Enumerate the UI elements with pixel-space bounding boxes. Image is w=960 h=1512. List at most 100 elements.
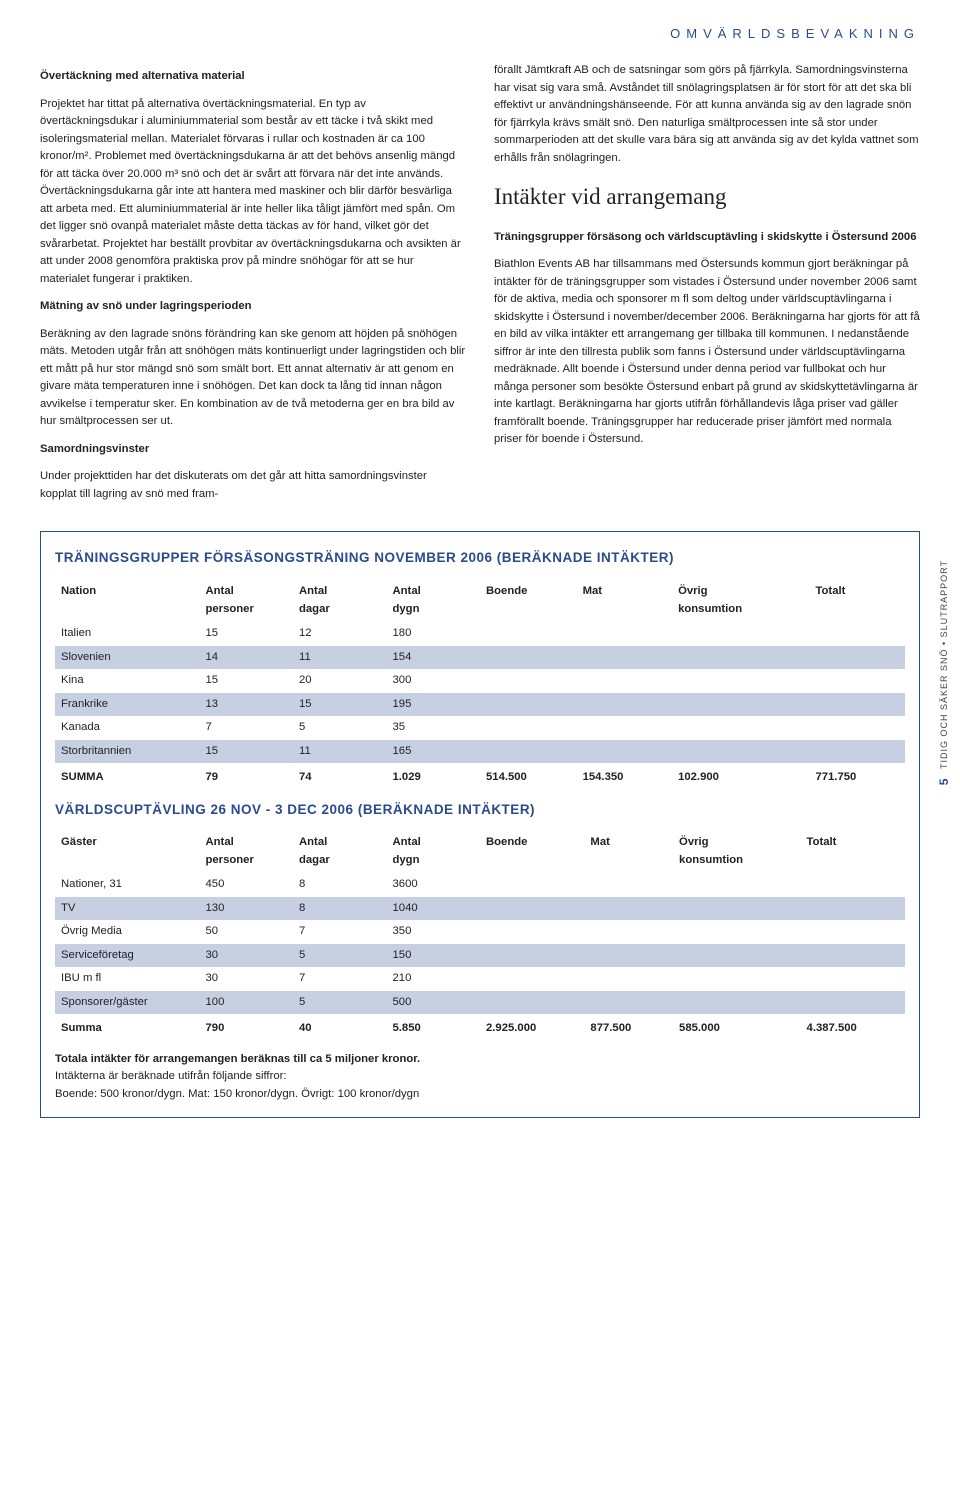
table-cell: 300 <box>387 669 481 693</box>
table-cell <box>584 967 673 991</box>
table-cell: 771.750 <box>809 763 905 790</box>
table-cell: 877.500 <box>584 1014 673 1041</box>
table-header: Mat <box>584 830 673 873</box>
table-cell <box>480 646 577 670</box>
table-header: Nation <box>55 579 200 622</box>
table-header: Övrigkonsumtion <box>672 579 809 622</box>
table-cell: 7 <box>200 716 294 740</box>
table-row: Serviceföretag305150 <box>55 944 905 968</box>
table-cell: Nationer, 31 <box>55 873 200 897</box>
table1-title: TRÄNINGSGRUPPER FÖRSÄSONGSTRÄNING NOVEMB… <box>55 548 905 569</box>
table-row: Storbritannien1511165 <box>55 740 905 764</box>
left-heading-3: Samordningsvinster <box>40 441 466 459</box>
table-cell: 1.029 <box>387 763 481 790</box>
tables-box: TRÄNINGSGRUPPER FÖRSÄSONGSTRÄNING NOVEMB… <box>40 531 920 1118</box>
table-cell: 4.387.500 <box>801 1014 905 1041</box>
table-cell <box>673 897 800 921</box>
table-cell: 30 <box>200 944 294 968</box>
table-cell: 150 <box>387 944 481 968</box>
table-header: Antaldygn <box>387 830 481 873</box>
table-cell: 350 <box>387 920 481 944</box>
table-cell: 2.925.000 <box>480 1014 584 1041</box>
table-cell: 514.500 <box>480 763 577 790</box>
table-cell: 50 <box>200 920 294 944</box>
table-cell <box>809 716 905 740</box>
table-cell <box>801 991 905 1015</box>
table-cell <box>584 873 673 897</box>
table-cell: Italien <box>55 622 200 646</box>
table-row: IBU m fl307210 <box>55 967 905 991</box>
table-cell: 3600 <box>387 873 481 897</box>
two-column-body: Övertäckning med alternativa material Pr… <box>40 62 920 513</box>
table2: GästerAntalpersonerAntaldagarAntaldygnBo… <box>55 830 905 1041</box>
table-cell <box>584 944 673 968</box>
table-cell <box>809 693 905 717</box>
table-cell <box>577 646 673 670</box>
table-cell <box>577 693 673 717</box>
table-cell: Frankrike <box>55 693 200 717</box>
table-cell <box>480 920 584 944</box>
left-para-3: Under projekttiden har det diskuterats o… <box>40 468 466 503</box>
table-cell: 165 <box>387 740 481 764</box>
table-cell <box>809 646 905 670</box>
table-cell: 1040 <box>387 897 481 921</box>
table-cell <box>801 967 905 991</box>
table-cell <box>801 944 905 968</box>
table-row: Kanada7535 <box>55 716 905 740</box>
table-row: Frankrike1315195 <box>55 693 905 717</box>
table-cell: 11 <box>293 740 387 764</box>
table-cell <box>801 873 905 897</box>
table-cell: Storbritannien <box>55 740 200 764</box>
table-cell: 500 <box>387 991 481 1015</box>
table-cell: 8 <box>293 873 387 897</box>
table-header: Övrigkonsumtion <box>673 830 800 873</box>
table-cell: 13 <box>200 693 294 717</box>
page-number: 5 <box>935 779 954 786</box>
table-cell: Kina <box>55 669 200 693</box>
table-cell: Sponsorer/gäster <box>55 991 200 1015</box>
right-para-1: förallt Jämtkraft AB och de satsningar s… <box>494 62 920 167</box>
table-cell: 154 <box>387 646 481 670</box>
table-cell: TV <box>55 897 200 921</box>
table-cell: 195 <box>387 693 481 717</box>
left-para-1: Projektet har tittat på alternativa över… <box>40 96 466 289</box>
table-cell: 74 <box>293 763 387 790</box>
table-cell: 450 <box>200 873 294 897</box>
table-cell <box>672 716 809 740</box>
table-cell: 15 <box>293 693 387 717</box>
table-cell: 15 <box>200 622 294 646</box>
table-cell: Övrig Media <box>55 920 200 944</box>
table-cell: 7 <box>293 920 387 944</box>
right-subhead: Träningsgrupper försäsong och världscupt… <box>494 229 920 247</box>
table-cell: Slovenien <box>55 646 200 670</box>
table-row: Sponsorer/gäster1005500 <box>55 991 905 1015</box>
footnote-line-3: Boende: 500 kronor/dygn. Mat: 150 kronor… <box>55 1086 905 1104</box>
footnote: Totala intäkter för arrangemangen beräkn… <box>55 1051 905 1104</box>
table-cell: 7 <box>293 967 387 991</box>
table-cell <box>480 967 584 991</box>
right-section-title: Intäkter vid arrangemang <box>494 179 920 215</box>
table-cell <box>672 669 809 693</box>
left-heading-2: Mätning av snö under lagringsperioden <box>40 298 466 316</box>
table-cell: 102.900 <box>672 763 809 790</box>
table-cell: 14 <box>200 646 294 670</box>
table-row: TV13081040 <box>55 897 905 921</box>
table-cell: Summa <box>55 1014 200 1041</box>
table-cell: 12 <box>293 622 387 646</box>
table-cell <box>480 716 577 740</box>
table-cell <box>809 669 905 693</box>
table-cell: 154.350 <box>577 763 673 790</box>
table-cell <box>480 740 577 764</box>
left-column: Övertäckning med alternativa material Pr… <box>40 62 466 513</box>
table-cell <box>809 740 905 764</box>
table-cell: 5 <box>293 716 387 740</box>
table-cell <box>480 693 577 717</box>
table-cell <box>673 991 800 1015</box>
table-cell <box>801 897 905 921</box>
table-sum-row: Summa790405.8502.925.000877.500585.0004.… <box>55 1014 905 1041</box>
table-cell <box>672 693 809 717</box>
table-cell <box>577 622 673 646</box>
table-header: Mat <box>577 579 673 622</box>
table-sum-row: SUMMA79741.029514.500154.350102.900771.7… <box>55 763 905 790</box>
table-header: Totalt <box>801 830 905 873</box>
